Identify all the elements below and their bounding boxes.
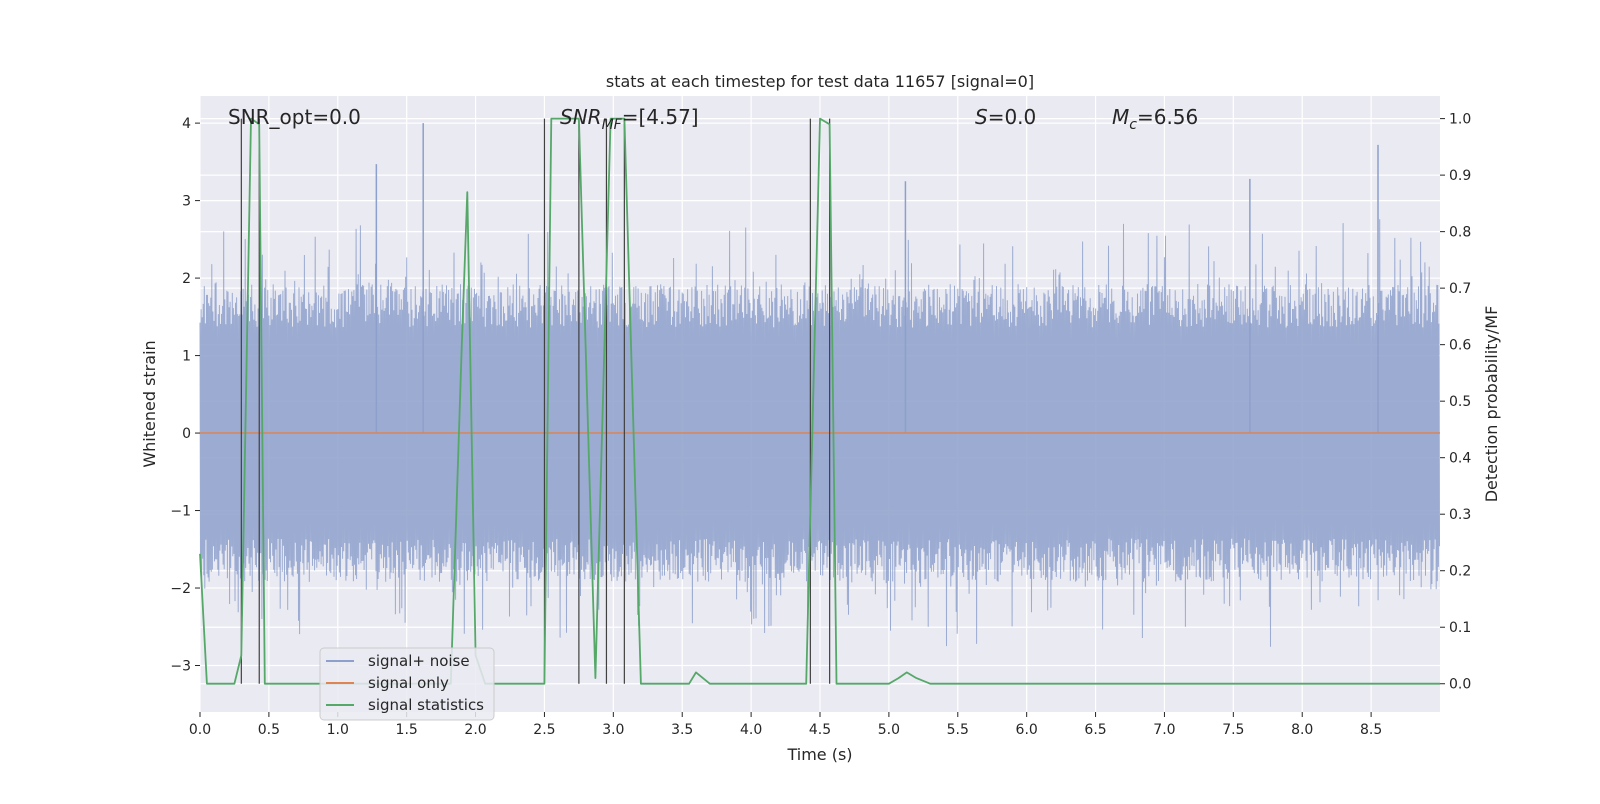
y-tick-label: −2 — [170, 581, 191, 597]
x-tick-label: 3.5 — [671, 722, 693, 738]
legend-label-signal-statistics: signal statistics — [368, 696, 484, 714]
y2-tick-label: 0.1 — [1449, 620, 1471, 636]
x-tick-label: 5.5 — [947, 722, 969, 738]
legend: signal+ noise signal only signal statist… — [319, 647, 495, 721]
legend-label-signal-only: signal only — [368, 674, 449, 692]
y2-axis-label: Detection probability/MF — [1482, 306, 1501, 503]
noise-layer — [199, 123, 1440, 647]
legend-label-signal-noise: signal+ noise — [368, 652, 470, 670]
y-tick-label: 4 — [182, 116, 191, 132]
vertical-markers — [240, 118, 831, 684]
x-tick-label: 5.0 — [878, 722, 900, 738]
y2-tick-label: 0.0 — [1449, 677, 1471, 693]
x-tick-label: 1.0 — [327, 722, 349, 738]
mc-annotation: Mc=6.56 — [1112, 105, 1198, 133]
mc-subscript: c — [1129, 117, 1137, 133]
y2-tick-label: 0.4 — [1449, 451, 1471, 467]
y2-tick-label: 0.5 — [1449, 394, 1471, 410]
ticks-layer: 0.0 0.5 1.0 1.5 2.0 2.5 3.0 3.5 4.0 4.5 5.0 5.5 6.0 6… — [170, 112, 1471, 738]
x-tick-label: 0.0 — [189, 722, 211, 738]
x-tick-label: 3.0 — [602, 722, 624, 738]
y2-tick-label: 0.7 — [1449, 281, 1471, 297]
x-tick-label: 4.0 — [740, 722, 762, 738]
x-tick-label: 7.0 — [1153, 722, 1175, 738]
y-tick-label: 3 — [182, 194, 191, 210]
x-tick-label: 8.5 — [1360, 722, 1382, 738]
s-annotation: S=0.0 — [975, 105, 1036, 129]
y2-tick-label: 1.0 — [1449, 112, 1471, 128]
y2-tick-label: 0.2 — [1449, 564, 1471, 580]
y2-tick-label: 0.9 — [1449, 168, 1471, 184]
x-tick-label: 2.0 — [464, 722, 486, 738]
snr-mf-symbol: SNR — [560, 105, 602, 129]
y-tick-label: −1 — [170, 504, 191, 520]
s-value: =0.0 — [988, 105, 1037, 129]
mc-value: =6.56 — [1137, 105, 1198, 129]
y-tick-label: 1 — [182, 349, 191, 365]
x-tick-label: 6.5 — [1084, 722, 1106, 738]
series-signal-statistics — [199, 117, 1440, 685]
s-symbol: S — [975, 105, 988, 129]
x-tick-label: 6.0 — [1016, 722, 1038, 738]
y2-tick-label: 0.8 — [1449, 225, 1471, 241]
snr-mf-subscript: MF — [602, 117, 623, 133]
snr-opt-annotation: SNR_opt=0.0 — [228, 105, 361, 129]
y2-tick-label: 0.3 — [1449, 507, 1471, 523]
x-tick-label: 2.5 — [533, 722, 555, 738]
x-tick-label: 1.5 — [396, 722, 418, 738]
y2-tick-label: 0.6 — [1449, 338, 1471, 354]
snr-mf-value: =[4.57] — [622, 105, 699, 129]
y-axis-label: Whitened strain — [140, 340, 159, 467]
y-tick-label: 2 — [182, 271, 191, 287]
legend-box — [319, 647, 495, 721]
statistics-layer — [199, 117, 1440, 685]
x-tick-label: 8.0 — [1291, 722, 1313, 738]
snr-mf-annotation: SNRMF=[4.57] — [560, 105, 699, 133]
x-tick-label: 4.5 — [809, 722, 831, 738]
series-signal-noise — [199, 219, 1440, 647]
x-axis-label: Time (s) — [786, 745, 852, 764]
y-tick-label: −3 — [170, 659, 191, 675]
y-tick-label: 0 — [182, 426, 191, 442]
x-tick-label: 0.5 — [258, 722, 280, 738]
chart-title: stats at each timestep for test data 116… — [606, 72, 1034, 91]
x-tick-label: 7.5 — [1222, 722, 1244, 738]
mc-symbol: M — [1112, 105, 1129, 129]
